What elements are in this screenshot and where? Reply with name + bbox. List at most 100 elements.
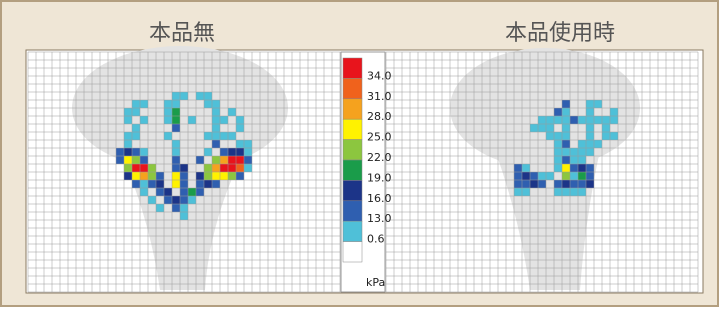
cell [180, 164, 188, 172]
cell [578, 180, 586, 188]
cell [578, 116, 586, 124]
cell [212, 116, 220, 124]
cell [554, 132, 562, 140]
cell [570, 164, 578, 172]
legend-label: 28.0 [367, 110, 392, 123]
cell [172, 92, 180, 100]
cell [116, 148, 124, 156]
cell [578, 140, 586, 148]
legend-swatch [343, 160, 362, 180]
cell [586, 124, 594, 132]
cell [212, 180, 220, 188]
cell [228, 108, 236, 116]
cell [132, 164, 140, 172]
legend-label: 13.0 [367, 212, 392, 225]
cell [244, 164, 252, 172]
cell [554, 180, 562, 188]
cell [610, 116, 618, 124]
cell [562, 188, 570, 196]
cell [586, 100, 594, 108]
cell [132, 172, 140, 180]
cell [514, 172, 522, 180]
cell [228, 148, 236, 156]
cell [172, 148, 180, 156]
cell [594, 140, 602, 148]
cell [124, 148, 132, 156]
cell [586, 180, 594, 188]
cell [610, 132, 618, 140]
cell [236, 172, 244, 180]
cell [212, 108, 220, 116]
cell [172, 164, 180, 172]
cell [156, 188, 164, 196]
cell [586, 172, 594, 180]
cell [228, 172, 236, 180]
cell [180, 92, 188, 100]
cell [244, 148, 252, 156]
legend-swatch [343, 58, 362, 78]
cell [530, 124, 538, 132]
legend-swatch [343, 140, 362, 160]
cell [220, 132, 228, 140]
legend-swatch [343, 242, 362, 262]
cell [554, 140, 562, 148]
cell [156, 204, 164, 212]
cell [586, 116, 594, 124]
cell [172, 180, 180, 188]
cell [236, 148, 244, 156]
cell [180, 180, 188, 188]
cell [538, 124, 546, 132]
legend-label: 19.0 [367, 171, 392, 184]
legend-unit: kPa [366, 276, 385, 289]
cell [116, 156, 124, 164]
cell [180, 212, 188, 220]
cell [562, 164, 570, 172]
cell [602, 124, 610, 132]
cell [124, 164, 132, 172]
cell [578, 148, 586, 156]
cell [578, 164, 586, 172]
cell [140, 100, 148, 108]
cell [204, 172, 212, 180]
legend-swatch [343, 221, 362, 241]
cell [180, 196, 188, 204]
cell [140, 148, 148, 156]
cell [124, 156, 132, 164]
cell [172, 124, 180, 132]
cell [554, 188, 562, 196]
cell [196, 180, 204, 188]
cell [212, 132, 220, 140]
cell [586, 108, 594, 116]
cell [204, 132, 212, 140]
cell [156, 172, 164, 180]
cell [236, 116, 244, 124]
cell [562, 108, 570, 116]
legend-swatch [343, 78, 362, 98]
cell [164, 116, 172, 124]
legend-label: 34.0 [367, 69, 392, 82]
cell [562, 140, 570, 148]
cell [132, 156, 140, 164]
cell [140, 188, 148, 196]
cell [204, 148, 212, 156]
cell [594, 100, 602, 108]
cell [132, 132, 140, 140]
cell [220, 172, 228, 180]
cell [554, 164, 562, 172]
cell [196, 172, 204, 180]
cell [514, 180, 522, 188]
cell [538, 180, 546, 188]
cell [212, 164, 220, 172]
cell [132, 124, 140, 132]
cell [164, 196, 172, 204]
cell [228, 164, 236, 172]
cell [570, 172, 578, 180]
cell [132, 148, 140, 156]
cell [538, 172, 546, 180]
cell [244, 140, 252, 148]
chart: 本品無 本品使用時 34.031.028.025.022.019.016.013… [0, 0, 719, 307]
cell [236, 156, 244, 164]
cell [124, 172, 132, 180]
cell [602, 132, 610, 140]
cell [554, 108, 562, 116]
